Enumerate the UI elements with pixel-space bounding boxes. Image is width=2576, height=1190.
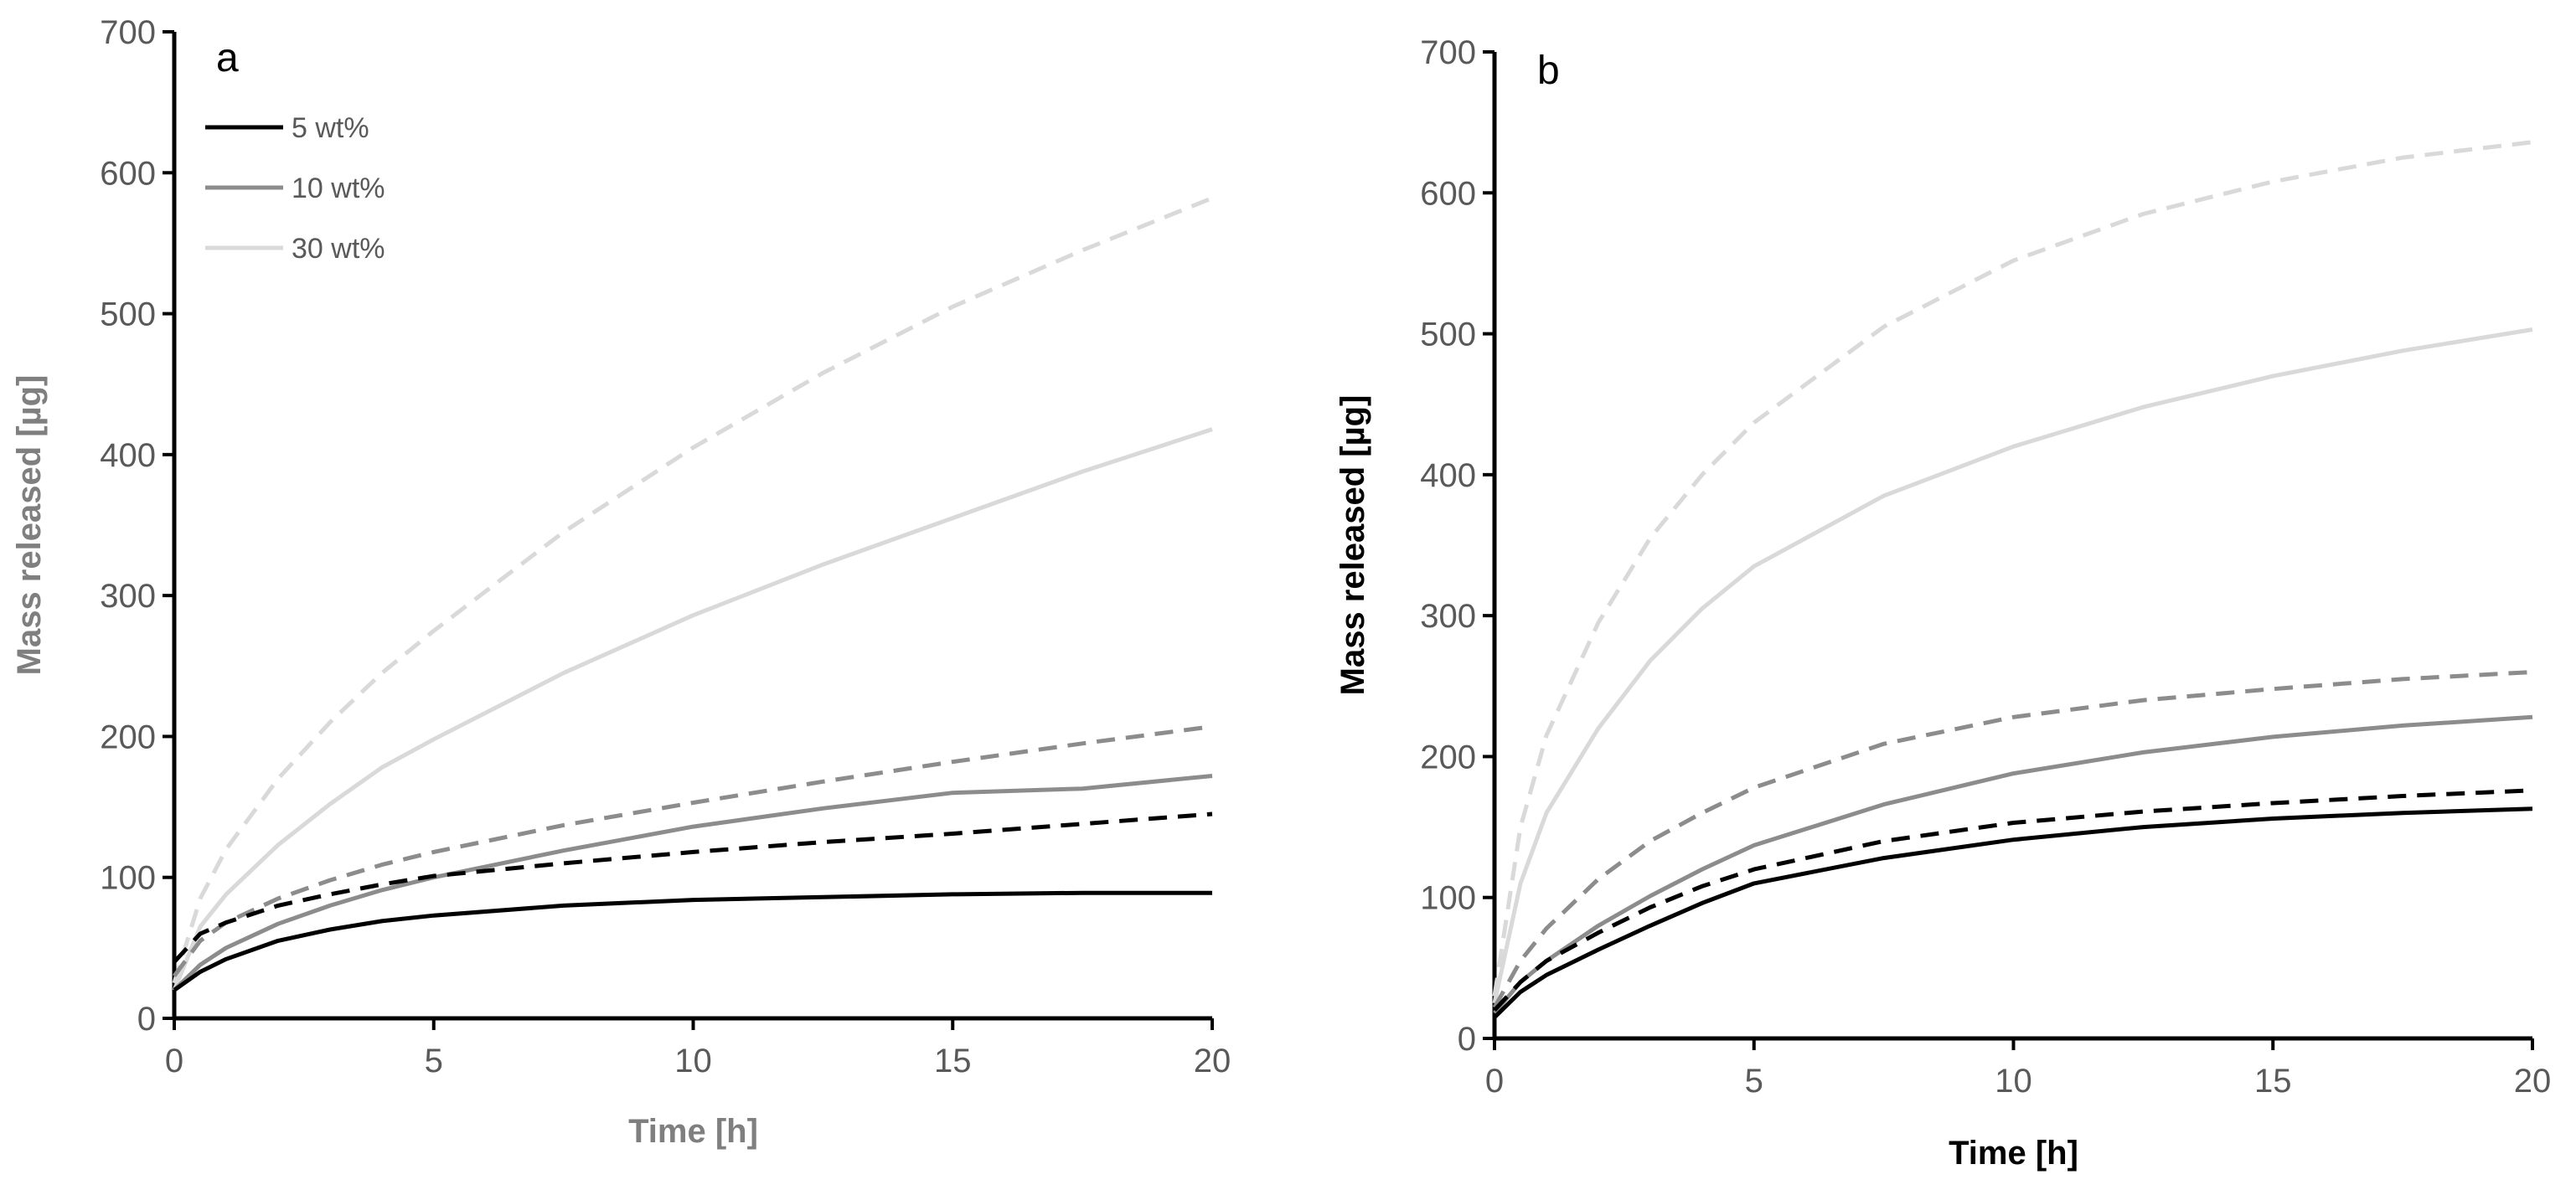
series-line-30-wt--solid bbox=[172, 427, 1213, 992]
x-tick-label: 10 bbox=[674, 1043, 712, 1079]
y-tick-label: 600 bbox=[100, 155, 156, 192]
x-tick-label: 5 bbox=[1745, 1063, 1763, 1100]
y-tick-label: 400 bbox=[100, 437, 156, 474]
y-tick-label: 500 bbox=[1420, 317, 1476, 353]
series-line-30-wt--dashed bbox=[172, 196, 1213, 984]
panel-label: a bbox=[216, 36, 239, 80]
y-tick-label: 0 bbox=[1458, 1021, 1476, 1058]
x-tick-label: 5 bbox=[425, 1043, 443, 1079]
x-tick-label: 0 bbox=[165, 1043, 183, 1079]
x-tick-label: 0 bbox=[1485, 1063, 1504, 1100]
series-line-10-wt--dashed bbox=[1492, 670, 2533, 1009]
y-tick-label: 100 bbox=[100, 860, 156, 897]
x-tick-label: 15 bbox=[934, 1043, 972, 1079]
series-line-30-wt--solid bbox=[1492, 327, 2533, 1004]
x-tick-label: 20 bbox=[2514, 1063, 2552, 1100]
y-axis-title: Mass released [µg] bbox=[1334, 395, 1371, 696]
x-tick-label: 10 bbox=[1995, 1063, 2032, 1100]
series-line-10-wt--solid bbox=[173, 774, 1213, 992]
y-tick-label: 300 bbox=[1420, 598, 1476, 635]
series-line-5-wt--dashed bbox=[1493, 788, 2533, 1012]
panel-label: b bbox=[1537, 49, 1560, 93]
x-axis-title: Time [h] bbox=[1949, 1135, 2078, 1172]
y-axis-title: Mass released [µg] bbox=[11, 375, 48, 676]
series-line-5-wt--dashed bbox=[173, 811, 1213, 964]
y-tick-label: 200 bbox=[1420, 739, 1476, 775]
series-line-5-wt--solid bbox=[173, 890, 1212, 992]
x-tick-label: 20 bbox=[1194, 1043, 1231, 1079]
x-axis-title: Time [h] bbox=[628, 1113, 758, 1150]
series-line-10-wt--solid bbox=[1493, 714, 2533, 1015]
y-tick-label: 300 bbox=[100, 578, 156, 615]
y-tick-label: 0 bbox=[137, 1001, 156, 1038]
y-tick-label: 700 bbox=[1420, 34, 1476, 71]
y-tick-label: 500 bbox=[100, 296, 156, 333]
series-line-5-wt--solid bbox=[1493, 806, 2533, 1019]
chart-panel-a: 0 100 200 300 400 500 600 700 0 5 10 15 20 Time [h] Ma… bbox=[11, 14, 1231, 1150]
legend-label: 5 wt% bbox=[292, 112, 369, 144]
legend-label: 30 wt% bbox=[292, 233, 385, 265]
y-tick-label: 400 bbox=[1420, 457, 1476, 494]
legend-label: 10 wt% bbox=[292, 173, 385, 204]
y-tick-label: 600 bbox=[1420, 175, 1476, 212]
y-tick-label: 700 bbox=[100, 14, 156, 51]
y-tick-label: 100 bbox=[1420, 880, 1476, 917]
y-tick-label: 200 bbox=[100, 719, 156, 755]
chart-panel-b: 0 100 200 300 400 500 600 700 0 5 10 15 20 Time [h] Ma… bbox=[1334, 34, 2551, 1172]
series-line-30-wt--dashed bbox=[1492, 140, 2533, 997]
x-tick-label: 15 bbox=[2254, 1063, 2292, 1100]
